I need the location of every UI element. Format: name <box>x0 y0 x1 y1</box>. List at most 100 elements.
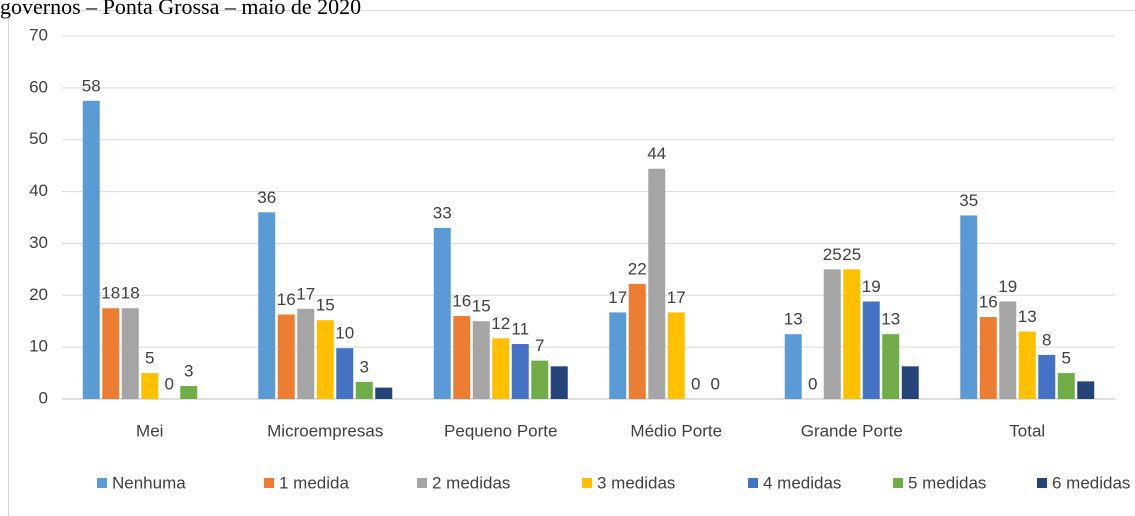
legend-label: 5 medidas <box>908 473 986 492</box>
legend-label: 3 medidas <box>597 473 675 492</box>
data-label: 13 <box>881 310 900 329</box>
legend-swatch <box>417 478 427 488</box>
bar <box>375 387 393 399</box>
data-label: 18 <box>101 284 120 303</box>
data-label: 25 <box>842 245 861 264</box>
bar <box>121 308 139 399</box>
bar <box>531 360 549 399</box>
bar <box>882 334 900 399</box>
data-label: 15 <box>316 296 335 315</box>
data-label: 3 <box>360 357 369 376</box>
y-tick-label: 50 <box>29 129 48 148</box>
bar <box>141 373 159 399</box>
data-label: 0 <box>711 374 720 393</box>
y-tick-label: 20 <box>29 285 48 304</box>
data-label: 5 <box>1062 349 1071 368</box>
legend-swatch <box>264 478 274 488</box>
bar <box>901 366 919 399</box>
y-tick-label: 70 <box>29 25 48 44</box>
bar <box>1038 354 1056 399</box>
data-label: 35 <box>959 191 978 210</box>
data-label: 8 <box>1042 330 1051 349</box>
bar <box>1018 331 1036 399</box>
data-label: 36 <box>257 188 276 207</box>
x-tick-label: Médio Porte <box>630 421 722 440</box>
data-label: 10 <box>335 324 354 343</box>
data-label: 13 <box>1018 307 1037 326</box>
chart-border <box>8 10 1135 516</box>
y-tick-label: 30 <box>29 233 48 252</box>
bar <box>609 312 627 399</box>
bar <box>180 386 198 399</box>
data-label: 16 <box>452 292 471 311</box>
bar <box>1057 373 1075 399</box>
legend-label: 1 medida <box>279 473 349 492</box>
data-label: 25 <box>823 245 842 264</box>
legend-label: 4 medidas <box>763 473 841 492</box>
bar <box>628 283 646 399</box>
data-label: 15 <box>472 297 491 316</box>
bar <box>1077 381 1095 399</box>
bar <box>336 348 354 399</box>
bar <box>316 320 334 399</box>
data-label: 17 <box>667 288 686 307</box>
legend-swatch <box>582 478 592 488</box>
bar <box>472 321 490 399</box>
bar <box>667 312 685 399</box>
legend-swatch <box>1037 478 1047 488</box>
data-label: 33 <box>433 203 452 222</box>
bar <box>258 212 276 399</box>
data-label: 3 <box>184 362 193 381</box>
data-label: 19 <box>862 277 881 296</box>
bar <box>355 381 373 399</box>
data-label: 44 <box>647 144 666 163</box>
bar <box>999 301 1017 399</box>
legend-swatch <box>97 478 107 488</box>
data-label: 16 <box>979 293 998 312</box>
x-tick-label: Pequeno Porte <box>444 421 557 440</box>
data-label: 17 <box>608 288 627 307</box>
y-tick-label: 60 <box>29 77 48 96</box>
y-tick-label: 10 <box>29 337 48 356</box>
x-tick-label: Mei <box>136 421 163 440</box>
y-tick-label: 40 <box>29 181 48 200</box>
y-tick-label: 0 <box>39 388 48 407</box>
data-label: 58 <box>82 76 101 95</box>
data-label: 22 <box>628 259 647 278</box>
data-label: 13 <box>784 310 803 329</box>
legend-label: Nenhuma <box>112 473 186 492</box>
legend-swatch <box>893 478 903 488</box>
bar <box>550 366 568 399</box>
bar <box>960 215 978 399</box>
data-label: 0 <box>165 374 174 393</box>
bar <box>277 314 295 399</box>
data-label: 5 <box>145 349 154 368</box>
legend-label: 2 medidas <box>432 473 510 492</box>
bar <box>843 269 861 399</box>
bar <box>979 317 997 399</box>
data-label: 7 <box>535 336 544 355</box>
data-label: 0 <box>808 374 817 393</box>
bar <box>453 316 471 399</box>
x-tick-label: Microempresas <box>267 421 383 440</box>
data-label: 11 <box>511 320 529 339</box>
bar <box>862 301 880 399</box>
bar <box>82 100 100 400</box>
bar <box>511 344 529 399</box>
bar <box>648 168 666 399</box>
bar <box>784 334 802 399</box>
data-label: 12 <box>491 314 510 333</box>
data-label: 0 <box>691 374 700 393</box>
legend-label: 6 medidas <box>1052 473 1130 492</box>
bar <box>297 308 315 399</box>
legend-swatch <box>748 478 758 488</box>
bar <box>102 308 120 399</box>
data-label: 16 <box>277 290 296 309</box>
data-label: 19 <box>998 277 1017 296</box>
x-tick-label: Grande Porte <box>801 421 903 440</box>
bar <box>433 227 451 399</box>
bar <box>823 269 841 399</box>
data-label: 17 <box>296 284 315 303</box>
x-tick-label: Total <box>1009 421 1045 440</box>
